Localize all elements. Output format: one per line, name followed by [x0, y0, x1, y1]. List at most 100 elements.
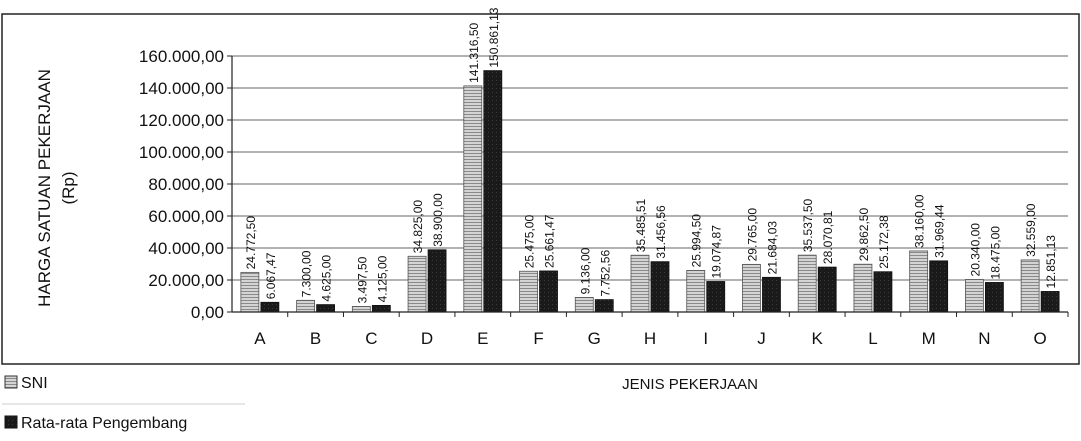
bar-rata-rata-pengembang-C [371, 304, 391, 313]
bar-sni-G [574, 296, 594, 313]
x-tick-label: K [812, 329, 824, 348]
data-label-rata-rata-pengembang-O: 12.851,13 [1044, 235, 1058, 289]
bar-sni-M [909, 250, 929, 313]
bar-rata-rata-pengembang-K [817, 266, 837, 313]
bar-sni-E [463, 85, 483, 313]
data-label-sni-A: 24.772,50 [244, 216, 258, 270]
data-label-sni-D: 34.825,00 [411, 200, 425, 254]
legend-label-rata-rata-pengembang: Rata-rata Pengembang [21, 415, 187, 432]
x-tick-label: N [978, 329, 990, 348]
bar-rata-rata-pengembang-I [706, 281, 726, 313]
gridlines [232, 55, 1068, 281]
data-label-sni-G: 9.136,00 [578, 247, 592, 294]
bar-rata-rata-pengembang-B [316, 304, 336, 313]
data-label-rata-rata-pengembang-C: 4.125,00 [375, 255, 389, 302]
bar-sni-F [519, 270, 538, 313]
x-tick-label: E [477, 329, 488, 348]
x-tick-label: F [533, 329, 543, 348]
bar-rata-rata-pengembang-G [594, 299, 614, 313]
bar-sni-K [797, 254, 817, 313]
data-label-rata-rata-pengembang-N: 18.475,00 [988, 226, 1002, 280]
bar-rata-rata-pengembang-F [539, 270, 558, 313]
x-tick-label: J [757, 329, 766, 348]
x-tick-label: C [365, 329, 377, 348]
bar-rata-rata-pengembang-N [985, 282, 1004, 313]
data-labels: 24.772,50 6.067,47 7.300,00 4.625,00 3.497,5… [244, 7, 1058, 303]
legend: SNI Rata-rata Pengembang [2, 375, 245, 432]
data-label-rata-rata-pengembang-G: 7.752,56 [598, 250, 612, 297]
data-label-rata-rata-pengembang-L: 25.172,38 [877, 215, 891, 269]
data-label-sni-J: 29.765,00 [745, 208, 759, 262]
y-tick-label: 140.000,00 [139, 79, 224, 98]
legend-swatch-sni [4, 375, 18, 389]
bar-sni-C [351, 306, 371, 313]
x-tick-label: A [254, 329, 266, 348]
data-label-sni-B: 7.300,00 [300, 250, 314, 297]
data-label-rata-rata-pengembang-A: 6.067,47 [264, 252, 278, 299]
data-label-sni-O: 32.559,00 [1024, 203, 1038, 257]
x-tick-label: I [703, 329, 708, 348]
bar-sni-D [407, 255, 427, 313]
data-label-rata-rata-pengembang-E: 150.861,13 [487, 7, 501, 67]
bar-rata-rata-pengembang-D [427, 249, 447, 313]
data-label-rata-rata-pengembang-D: 38.900,00 [431, 193, 445, 247]
data-label-rata-rata-pengembang-M: 31.969,44 [933, 204, 947, 258]
bar-rata-rata-pengembang-E [483, 70, 503, 313]
chart-frame [1, 13, 1080, 365]
bar-sni-L [853, 263, 873, 313]
x-tick-label: D [421, 329, 433, 348]
x-tick-label: L [868, 329, 877, 348]
y-tick-label: 60.000,00 [148, 207, 224, 226]
x-tick-label: G [588, 329, 601, 348]
y-axis-title-line1: HARGA SATUAN PEKERJAAN [35, 69, 54, 307]
x-tick-label: M [922, 329, 936, 348]
bar-sni-B [296, 299, 316, 313]
data-label-rata-rata-pengembang-B: 4.625,00 [320, 255, 334, 302]
data-label-sni-F: 25.475,00 [523, 215, 537, 269]
legend-label-sni: SNI [21, 375, 48, 392]
data-label-rata-rata-pengembang-F: 25.661,47 [543, 214, 557, 268]
bar-rata-rata-pengembang-L [873, 271, 893, 313]
y-tick-label: 0,00 [191, 303, 224, 322]
data-label-sni-N: 20.340,00 [968, 223, 982, 277]
data-label-sni-I: 25.994,50 [690, 214, 704, 268]
x-axis-ticks: A B C D E F G H I J K L M N O [254, 312, 1069, 348]
y-tick-label: 20.000,00 [148, 271, 224, 290]
y-tick-label: 40.000,00 [148, 239, 224, 258]
bar-sni-A [240, 271, 260, 313]
bar-sni-J [742, 263, 761, 313]
y-axis-ticks: 0,00 20.000,00 40.000,00 60.000,00 80.000,00… [139, 47, 232, 322]
bars [240, 70, 1060, 313]
y-tick-label: 120.000,00 [139, 111, 224, 130]
bar-sni-I [686, 270, 706, 313]
x-tick-label: B [310, 329, 321, 348]
x-axis-title: JENIS PEKERJAAN [622, 376, 758, 393]
y-tick-label: 100.000,00 [139, 143, 224, 162]
data-label-rata-rata-pengembang-H: 31.456,56 [654, 205, 668, 259]
legend-swatch-rata-rata-pengembang [4, 415, 18, 429]
y-tick-label: 80.000,00 [148, 175, 224, 194]
data-label-rata-rata-pengembang-I: 19.074,87 [710, 225, 724, 279]
x-tick-label: H [644, 329, 656, 348]
data-label-sni-H: 35.485,51 [634, 199, 648, 253]
y-tick-label: 160.000,00 [139, 47, 224, 66]
bar-rata-rata-pengembang-O [1040, 291, 1060, 313]
bar-sni-N [965, 279, 984, 313]
data-label-sni-L: 29.862,50 [857, 208, 871, 262]
data-label-rata-rata-pengembang-K: 28.070,81 [821, 210, 835, 264]
data-label-sni-C: 3.497,50 [355, 256, 369, 303]
x-tick-label: O [1034, 329, 1047, 348]
data-label-sni-M: 38.160,00 [913, 194, 927, 248]
data-label-sni-E: 141.316,50 [467, 23, 481, 83]
bar-rata-rata-pengembang-H [650, 261, 670, 313]
bar-sni-H [630, 254, 650, 313]
bar-sni-O [1020, 259, 1040, 313]
bar-rata-rata-pengembang-M [929, 260, 949, 313]
y-axis-title-line2: (Rp) [59, 171, 78, 204]
data-label-sni-K: 35.537,50 [801, 198, 815, 252]
bar-rata-rata-pengembang-A [260, 301, 280, 313]
data-label-rata-rata-pengembang-J: 21.684,03 [765, 221, 779, 275]
bar-rata-rata-pengembang-J [762, 276, 781, 313]
